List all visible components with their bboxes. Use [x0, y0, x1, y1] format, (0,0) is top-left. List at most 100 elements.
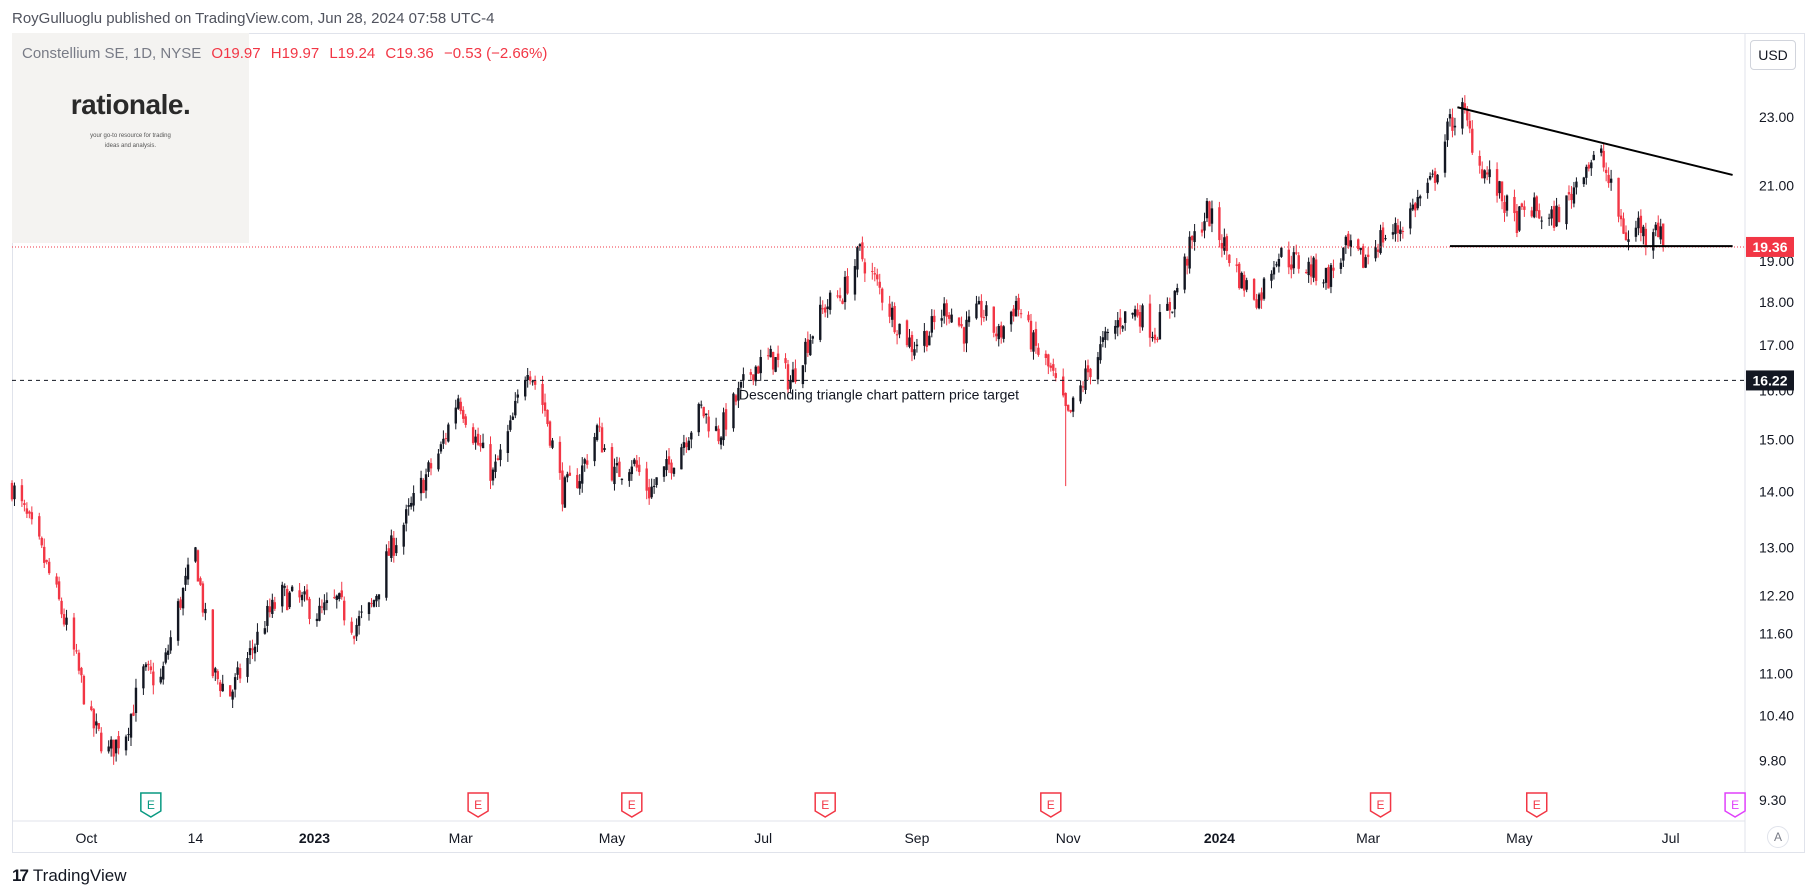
candle-body	[861, 242, 864, 260]
candle-body	[40, 537, 43, 546]
candle-body	[543, 402, 547, 411]
candle-body	[871, 271, 874, 273]
candle-body	[427, 462, 430, 472]
candle-body	[196, 550, 200, 582]
candle-body	[873, 273, 876, 275]
candle-body	[1609, 178, 1613, 183]
candle-body	[1451, 117, 1454, 131]
candle-body	[1297, 255, 1300, 269]
candle-body	[828, 292, 832, 310]
candle-body	[680, 447, 683, 470]
candle-body	[1151, 336, 1154, 339]
candle-body	[524, 380, 527, 397]
candle-body	[739, 381, 743, 388]
earnings-marker-icon	[1525, 792, 1548, 818]
candle-body	[714, 426, 718, 431]
candle-body	[47, 561, 51, 574]
candle-body	[25, 508, 29, 514]
candle-body	[1359, 247, 1362, 251]
candle-body	[957, 317, 961, 326]
candle-body	[707, 416, 710, 432]
auto-scale-button[interactable]: A	[1767, 826, 1789, 848]
ohlc-open: O19.97	[211, 45, 261, 62]
candle-body	[442, 438, 445, 444]
candle-body	[1218, 207, 1221, 241]
candle-body	[1376, 249, 1380, 252]
candle-body	[511, 416, 515, 420]
currency-button[interactable]: USD	[1750, 40, 1796, 70]
candle-body	[134, 687, 138, 714]
candle-body	[144, 664, 148, 668]
candle-body	[1148, 303, 1152, 338]
candle-body	[856, 247, 859, 270]
candle-body	[1567, 192, 1571, 195]
candle-body	[43, 546, 46, 563]
candle-body	[92, 709, 96, 729]
candle-body	[1037, 347, 1040, 355]
symbol-legend[interactable]: Constellium SE, 1D, NYSE O19.97 H19.97 L…	[22, 45, 553, 62]
x-tick-label: May	[599, 830, 625, 846]
y-tick-label: 9.80	[1759, 752, 1786, 768]
candle-body	[541, 383, 544, 405]
candle-body	[749, 372, 753, 375]
x-tick-label: Jul	[754, 830, 772, 846]
candle-body	[1575, 181, 1578, 188]
candle-body	[516, 394, 519, 398]
logo-watermark: rationale. your go-to resource for tradi…	[12, 33, 249, 243]
candle-body	[77, 652, 81, 671]
candle-body	[1203, 221, 1206, 231]
candle-body	[256, 631, 259, 645]
candle-body	[1193, 231, 1196, 243]
candle-body	[1272, 267, 1276, 275]
candle-body	[372, 600, 376, 607]
candle-body	[915, 344, 919, 347]
time-axis: Oct 14 2023 Mar May Jul Sep Nov 2024 Mar May Jul	[12, 33, 1746, 852]
candle-body	[377, 594, 381, 600]
candle-body	[876, 274, 879, 280]
candle-body	[1461, 102, 1464, 129]
candle-body	[412, 493, 415, 506]
candle-body	[863, 262, 867, 274]
candle-body	[1550, 209, 1553, 219]
x-tick-label: Oct	[75, 830, 97, 846]
candle-body	[1520, 203, 1524, 207]
candle-body	[1200, 229, 1204, 233]
candle-body	[481, 442, 485, 449]
candle-body	[672, 467, 676, 474]
candle-body	[1245, 280, 1248, 290]
candle-body	[568, 472, 572, 476]
earnings-marker-label: E	[1731, 798, 1739, 812]
candle-body	[186, 564, 190, 580]
candle-body	[895, 334, 899, 336]
candle-body	[1047, 354, 1050, 367]
candle-body	[1156, 338, 1159, 341]
candle-body	[211, 609, 215, 677]
candle-body	[474, 436, 477, 443]
candle-body	[1587, 164, 1591, 169]
candle-body	[980, 300, 983, 318]
candle-body	[1342, 247, 1345, 261]
candle-body	[385, 551, 388, 598]
earnings-marker-icon	[1369, 792, 1392, 818]
candle-body	[950, 314, 953, 323]
candle-body	[754, 366, 757, 382]
candle-body	[1123, 311, 1127, 323]
candle-body	[1012, 308, 1015, 317]
candle-body	[1287, 249, 1291, 268]
candle-body	[1381, 227, 1385, 243]
candle-body	[1637, 217, 1640, 229]
candle-body	[166, 650, 170, 655]
candle-body	[1066, 404, 1070, 411]
candle-body	[107, 746, 110, 752]
y-tick-label: 12.20	[1759, 587, 1794, 603]
candle-body	[960, 324, 963, 327]
candle-body	[1530, 210, 1533, 217]
candle-body	[338, 593, 341, 600]
candle-body	[395, 545, 398, 554]
footer-brand[interactable]: 17 TradingView	[12, 866, 126, 886]
candle-body	[898, 323, 901, 335]
candle-body	[1622, 218, 1625, 234]
candle-body	[23, 503, 26, 506]
